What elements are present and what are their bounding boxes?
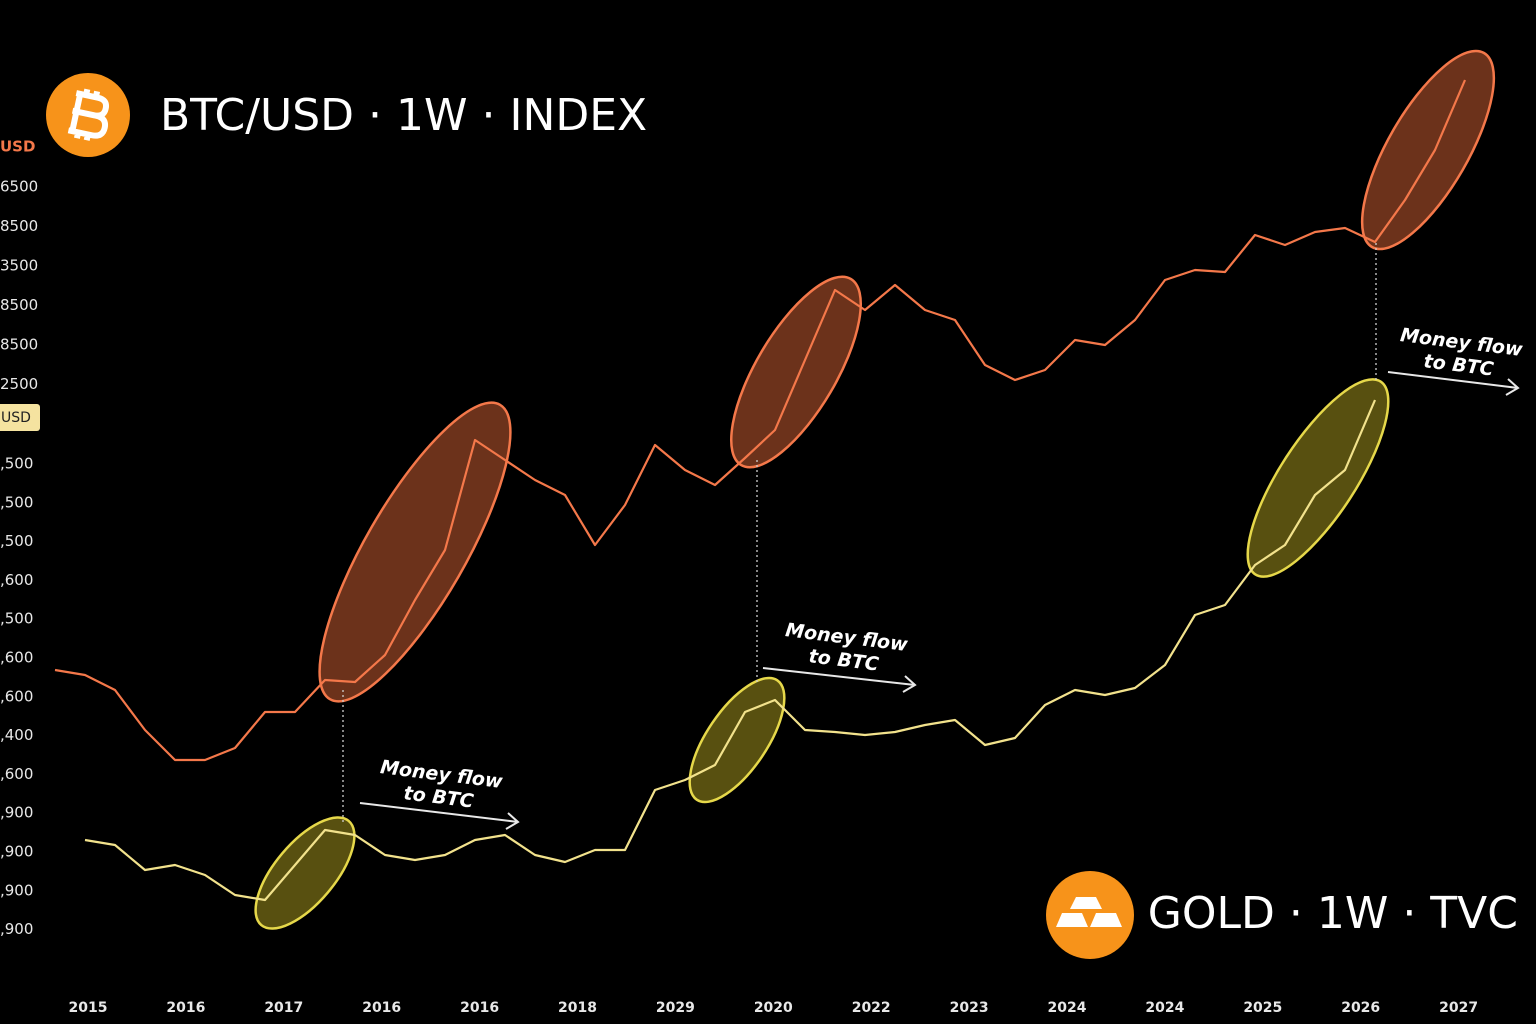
arrow [1387, 371, 1520, 396]
highlight-ellipse [730, 275, 862, 469]
x-tick-label: 2018 [558, 1000, 597, 1016]
highlights [254, 49, 1496, 930]
y-axis-label: 8500 [0, 217, 38, 235]
chart-subtitle: GOLD · 1W · TVC [1148, 888, 1518, 939]
highlight-ellipse [688, 676, 786, 804]
y-axis-label: 3500 [0, 257, 38, 275]
axis-unit: USD [1, 410, 31, 426]
y-axis-label: ,600 [0, 649, 33, 667]
axis-unit: USD [0, 138, 35, 156]
x-tick-label: 2029 [656, 1000, 695, 1016]
y-axis-label: ,500 [0, 532, 33, 550]
x-tick-label: 2025 [1243, 1000, 1282, 1016]
highlight-ellipse [1246, 378, 1390, 578]
y-axis-label: ,600 [0, 765, 33, 783]
y-axis-label: ,900 [0, 843, 33, 861]
btc-icon [46, 73, 130, 157]
x-tick-label: 2022 [852, 1000, 891, 1016]
highlight-ellipse [254, 816, 356, 930]
y-axis-label: ,900 [0, 804, 33, 822]
highlight-ellipse [318, 401, 512, 703]
series-line [54, 79, 1467, 762]
y-axis-label: ,600 [0, 571, 33, 589]
series-line [84, 399, 1377, 902]
y-axis-label: 8500 [0, 296, 38, 314]
axis-unit-box [0, 404, 40, 431]
x-tick-label: 2020 [754, 1000, 793, 1016]
x-tick-label: 2017 [264, 1000, 303, 1016]
y-axis-label: ,600 [0, 687, 33, 705]
y-axis-label: ,500 [0, 493, 33, 511]
chart-title: BTC/USD · 1W · INDEX [160, 90, 647, 141]
arrow [762, 667, 917, 693]
icon-glyph [67, 88, 110, 141]
x-tick-label: 2016 [166, 1000, 205, 1016]
y-axis-label: 2500 [0, 375, 38, 393]
y-axis-label: ,900 [0, 881, 33, 899]
y-axis-label: ,500 [0, 455, 33, 473]
x-tick-label: 2016 [362, 1000, 401, 1016]
arrow [359, 802, 520, 830]
x-tick-label: 2016 [460, 1000, 499, 1016]
y-axis-label: 6500 [0, 178, 38, 196]
highlight-ellipse [1360, 49, 1496, 251]
x-tick-label: 2026 [1341, 1000, 1380, 1016]
lines [54, 79, 1467, 902]
x-tick-label: 2024 [1048, 1000, 1087, 1016]
y-axis-label: ,400 [0, 726, 33, 744]
gold-icon [1046, 871, 1134, 959]
x-tick-label: 2015 [69, 1000, 108, 1016]
x-tick-label: 2027 [1439, 1000, 1478, 1016]
y-axis-label: ,500 [0, 610, 33, 628]
icon-circle [1046, 871, 1134, 959]
y-axis-label: ,900 [0, 920, 33, 938]
x-tick-label: 2023 [950, 1000, 989, 1016]
y-axis-label: 8500 [0, 336, 38, 354]
icon-glyph [1056, 897, 1122, 927]
x-tick-label: 2024 [1145, 1000, 1184, 1016]
